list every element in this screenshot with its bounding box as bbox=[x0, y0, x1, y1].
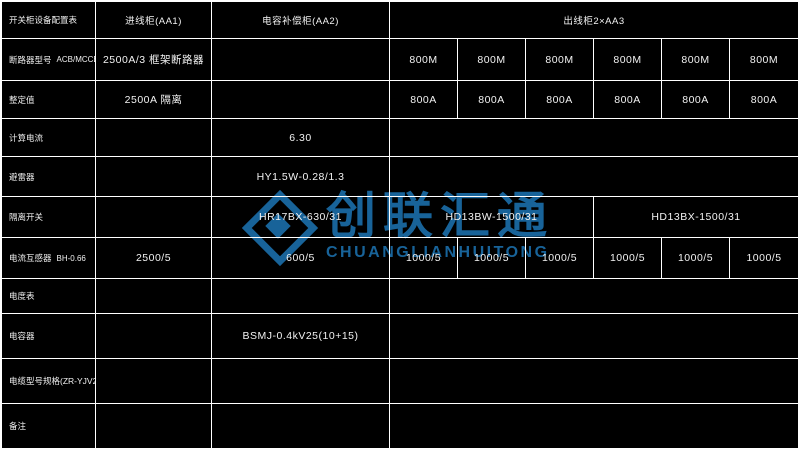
col-header-aa3: 出线柜2×AA3 bbox=[390, 2, 798, 39]
cell-calc-aa2: 6.30 bbox=[212, 119, 390, 157]
cell-isolator-feeders-right: HD13BX-1500/31 bbox=[594, 197, 798, 238]
cell-ct-feeder-5: 1000/5 bbox=[662, 238, 730, 279]
cell-remark-feeders bbox=[390, 404, 798, 448]
cell-arrester-aa2: HY1.5W-0.28/1.3 bbox=[212, 157, 390, 197]
cell-setting-feeder-2: 800A bbox=[458, 81, 526, 119]
cell-ct-feeder-2: 1000/5 bbox=[458, 238, 526, 279]
cell-ct-aa2: 600/5 bbox=[212, 238, 390, 279]
watermark: 创联汇通 CHUANGLIANHUITONG bbox=[241, 188, 554, 266]
row-label-ct-cn: 电流互感器 bbox=[9, 253, 52, 263]
cell-breaker-feeder-1: 800M bbox=[390, 39, 458, 81]
cell-isolator-aa1 bbox=[96, 197, 212, 238]
row-label-breaker: 断路器型号 ACB/MCCB bbox=[2, 39, 96, 81]
cell-setting-feeder-1: 800A bbox=[390, 81, 458, 119]
cell-setting-feeder-6: 800A bbox=[730, 81, 798, 119]
cell-setting-feeder-5: 800A bbox=[662, 81, 730, 119]
cell-breaker-aa2 bbox=[212, 39, 390, 81]
row-label-setting: 整定值 bbox=[2, 81, 96, 119]
cell-remark-aa1 bbox=[96, 404, 212, 448]
cell-ct-feeder-3: 1000/5 bbox=[526, 238, 594, 279]
row-label-remark: 备注 bbox=[2, 404, 96, 448]
row-label-calc-current: 计算电流 bbox=[2, 119, 96, 157]
row-label-breaker-model: ACB/MCCB bbox=[56, 55, 96, 64]
cell-breaker-feeder-2: 800M bbox=[458, 39, 526, 81]
cell-setting-aa2 bbox=[212, 81, 390, 119]
col-header-aa2: 电容补偿柜(AA2) bbox=[212, 2, 390, 39]
cell-arrester-aa1 bbox=[96, 157, 212, 197]
cell-cable-aa2 bbox=[212, 359, 390, 404]
cell-capacitor-aa1 bbox=[96, 314, 212, 359]
cell-ct-feeder-4: 1000/5 bbox=[594, 238, 662, 279]
col-header-aa1: 进线柜(AA1) bbox=[96, 2, 212, 39]
watermark-cn-text: 创联汇通 bbox=[326, 188, 554, 244]
cell-setting-feeder-4: 800A bbox=[594, 81, 662, 119]
table-title-cell: 开关柜设备配置表 bbox=[2, 2, 96, 39]
row-label-ct: 电流互感器 BH-0.66 bbox=[2, 238, 96, 279]
cell-capacitor-aa2: BSMJ-0.4kV25(10+15) bbox=[212, 314, 390, 359]
cell-ct-aa1: 2500/5 bbox=[96, 238, 212, 279]
cell-calc-feeders bbox=[390, 119, 798, 157]
cell-capacitor-feeders bbox=[390, 314, 798, 359]
cell-arrester-feeders bbox=[390, 157, 798, 197]
cell-ct-feeder-6: 1000/5 bbox=[730, 238, 798, 279]
cell-setting-feeder-3: 800A bbox=[526, 81, 594, 119]
row-label-isolator: 隔离开关 bbox=[2, 197, 96, 238]
cell-cable-aa1 bbox=[96, 359, 212, 404]
watermark-en-text: CHUANGLIANHUITONG bbox=[326, 243, 550, 261]
cell-breaker-feeder-4: 800M bbox=[594, 39, 662, 81]
row-label-cable: 电缆型号规格(ZR-YJV22) bbox=[2, 359, 96, 404]
row-label-ct-model: BH-0.66 bbox=[56, 253, 86, 263]
cell-breaker-feeder-6: 800M bbox=[730, 39, 798, 81]
row-label-capacitor: 电容器 bbox=[2, 314, 96, 359]
cell-breaker-feeder-3: 800M bbox=[526, 39, 594, 81]
cell-cable-feeders bbox=[390, 359, 798, 404]
cell-breaker-feeder-5: 800M bbox=[662, 39, 730, 81]
row-label-meter: 电度表 bbox=[2, 279, 96, 314]
cell-remark-aa2 bbox=[212, 404, 390, 448]
row-label-arrester: 避雷器 bbox=[2, 157, 96, 197]
cell-isolator-feeders-left: HD13BW-1500/31 bbox=[390, 197, 594, 238]
row-label-breaker-cn: 断路器型号 bbox=[9, 54, 52, 65]
cell-calc-aa1 bbox=[96, 119, 212, 157]
cell-meter-feeders bbox=[390, 279, 798, 314]
cell-breaker-aa1: 2500A/3 框架断路器 bbox=[96, 39, 212, 81]
cell-setting-aa1: 2500A 隔离 bbox=[96, 81, 212, 119]
cell-isolator-aa2: HR17BX-630/31 bbox=[212, 197, 390, 238]
cell-meter-aa2 bbox=[212, 279, 390, 314]
cell-ct-feeder-1: 1000/5 bbox=[390, 238, 458, 279]
cell-meter-aa1 bbox=[96, 279, 212, 314]
